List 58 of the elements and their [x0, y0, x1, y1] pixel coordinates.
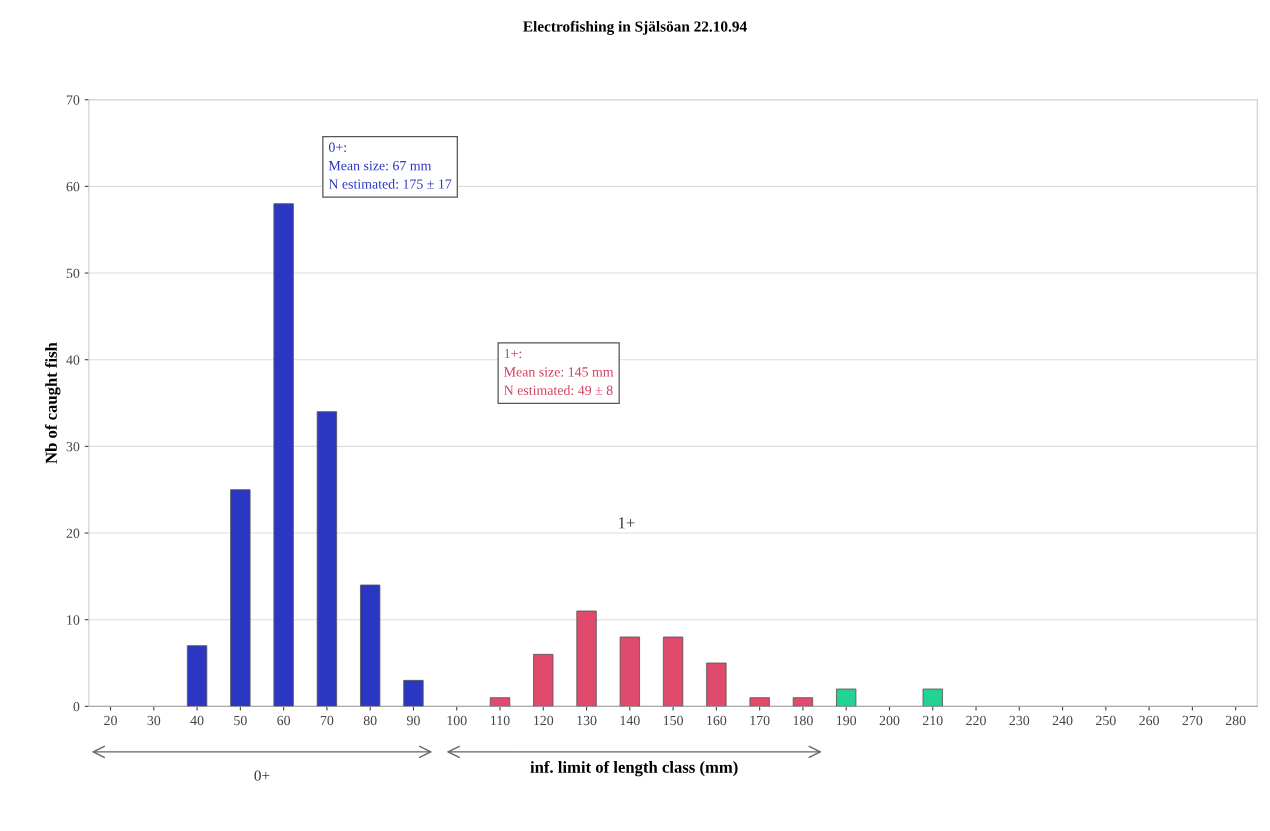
x-tick-label: 20	[104, 715, 117, 726]
x-tick-label: 280	[1225, 715, 1246, 726]
y-tick-label: 50	[66, 268, 80, 278]
x-tick-label: 230	[1009, 715, 1030, 726]
x-tick-label: 260	[1139, 715, 1159, 726]
x-tick-label: 180	[793, 715, 813, 726]
bar	[489, 697, 511, 707]
y-axis-title: Nb of caught fish	[45, 342, 61, 464]
bar	[533, 653, 554, 707]
x-tick-label: 240	[1052, 715, 1073, 726]
x-tick-label: 140	[620, 715, 640, 726]
y-tick-label: 20	[66, 528, 80, 538]
bar	[619, 636, 640, 707]
x-tick-label: 40	[190, 715, 204, 726]
x-tick-label: 190	[837, 715, 857, 726]
x-tick-label: 150	[663, 715, 683, 726]
annotation: 1+	[618, 517, 635, 529]
x-tick-label: 220	[966, 715, 986, 726]
chart-title: Electrofishing in Själsöan 22.10.94	[523, 20, 747, 35]
x-tick-label: 170	[750, 715, 770, 726]
x-tick-label: 120	[534, 715, 554, 726]
bar	[706, 662, 727, 707]
x-tick-label: 160	[707, 715, 727, 726]
x-tick-label: 30	[147, 715, 161, 726]
x-tick-label: 70	[320, 715, 334, 726]
x-tick-label: 90	[406, 715, 420, 726]
bar	[186, 645, 208, 707]
annotation: 1+: Mean size: 145 mm N estimated: 49 ± 8	[504, 348, 614, 396]
bar	[749, 697, 770, 707]
bar	[836, 688, 857, 707]
bar	[403, 679, 424, 707]
bar	[792, 697, 814, 707]
y-tick-label: 40	[66, 355, 80, 365]
x-tick-label: 110	[491, 715, 510, 726]
x-tick-label: 80	[363, 715, 377, 726]
y-tick-label: 30	[66, 441, 80, 452]
x-tick-label: 210	[922, 715, 943, 726]
x-tick-label: 200	[879, 715, 900, 726]
y-tick-label: 0	[73, 701, 80, 712]
y-tick-label: 10	[67, 615, 80, 625]
y-tick-label: 60	[66, 181, 80, 192]
x-tick-label: 130	[577, 715, 597, 726]
y-tick-label: 70	[66, 95, 80, 105]
x-tick-label: 60	[277, 715, 291, 726]
annotation: 0+: Mean size: 67 mm N estimated: 175 ± 17	[328, 142, 452, 189]
text: 0+	[254, 770, 270, 781]
bar	[230, 489, 251, 707]
x-tick-label: 270	[1182, 715, 1203, 726]
bar	[273, 203, 294, 707]
bar	[360, 584, 381, 707]
x-tick-label: 250	[1096, 715, 1116, 726]
bar	[576, 610, 597, 707]
x-tick-label: 100	[447, 715, 467, 726]
bar	[662, 636, 684, 707]
x-tick-label: 50	[234, 715, 247, 726]
x-axis-title: inf. limit of length class (mm)	[530, 760, 738, 777]
bar	[316, 411, 338, 707]
bar	[922, 688, 943, 707]
